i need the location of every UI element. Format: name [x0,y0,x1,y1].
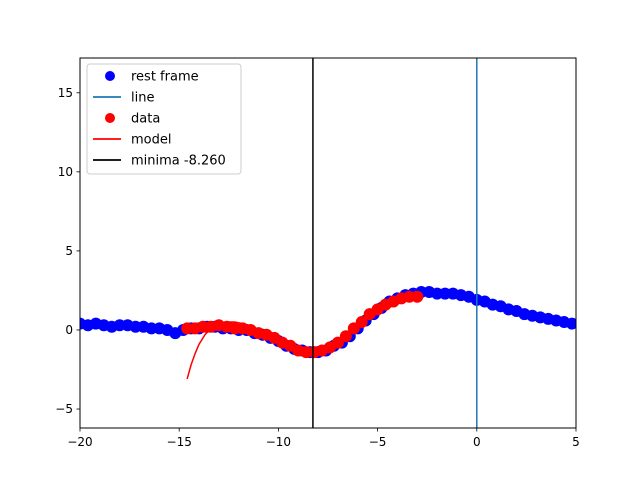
legend-marker [105,113,115,123]
legend-label: minima -8.260 [131,154,226,169]
legend-label: line [131,91,154,106]
x-tick-label: 0 [473,435,481,449]
data-layer [80,58,576,428]
x-tick-label: −10 [266,435,291,449]
y-tick-label: 5 [65,244,73,258]
rest-frame-point [566,317,576,330]
legend-label: rest frame [131,70,199,85]
y-tick-label: −5 [55,402,73,416]
plot-frame [79,57,577,429]
y-tick-label: 10 [58,165,73,179]
x-tick-label: −15 [167,435,192,449]
x-tick-label: 5 [572,435,580,449]
axes-layer: −20 −15 −10 −5 0 5 −5 0 5 10 15 [55,86,580,449]
x-tick-label: −5 [369,435,387,449]
legend-marker [105,71,115,81]
y-tick-label: 0 [65,323,73,337]
legend-box [86,63,242,175]
model-curve [186,294,418,380]
legend-label: model [131,133,171,148]
data-point [411,290,424,303]
x-tick-label: −20 [67,435,92,449]
legend: rest frame line data model minima -8.260 [86,63,242,175]
legend-label: data [131,112,160,127]
y-tick-label: 15 [58,86,73,100]
